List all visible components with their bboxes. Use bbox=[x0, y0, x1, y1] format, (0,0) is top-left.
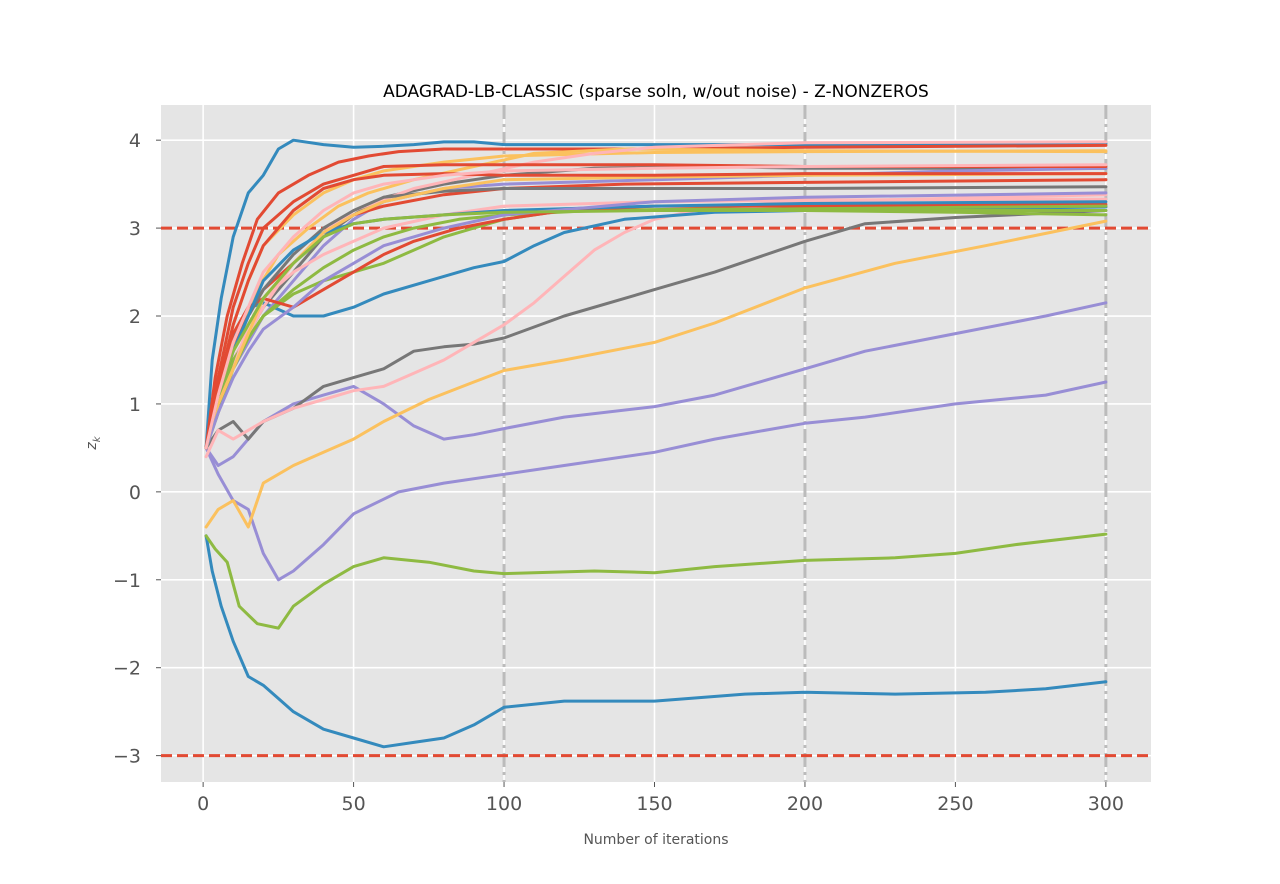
x-axis-ticks: 0 50 100 150 200 250 300 bbox=[197, 782, 1124, 815]
series-line-20 bbox=[204, 163, 1108, 450]
series-line-25 bbox=[204, 191, 1108, 450]
y-axis-label-subscript: k bbox=[92, 435, 103, 442]
y-axis-label: zk bbox=[84, 435, 103, 450]
series-line-28 bbox=[204, 163, 1108, 450]
y-tick-label: 2 bbox=[129, 306, 141, 328]
chart-title: ADAGRAD-LB-CLASSIC (sparse soln, w/out n… bbox=[383, 82, 929, 102]
y-tick-label: −2 bbox=[113, 658, 141, 680]
y-axis-ticks: −3 −2 −1 0 1 2 3 4 bbox=[113, 130, 161, 768]
x-tick-label: 200 bbox=[787, 793, 823, 815]
x-tick-label: 0 bbox=[197, 793, 209, 815]
x-tick-label: 300 bbox=[1088, 793, 1124, 815]
x-tick-label: 50 bbox=[341, 793, 365, 815]
y-tick-label: 0 bbox=[129, 482, 141, 504]
y-tick-label: 3 bbox=[129, 218, 141, 240]
series-line-27 bbox=[204, 172, 1108, 450]
y-tick-label: 1 bbox=[129, 394, 141, 416]
y-tick-label: 4 bbox=[129, 130, 141, 152]
series-line-5 bbox=[204, 219, 1108, 529]
x-tick-label: 250 bbox=[937, 793, 973, 815]
x-tick-label: 100 bbox=[486, 793, 522, 815]
series-line-1 bbox=[204, 534, 1108, 749]
y-tick-label: −3 bbox=[113, 746, 141, 768]
series-lines bbox=[204, 138, 1108, 749]
y-axis-label-base: z bbox=[84, 442, 100, 451]
series-line-7 bbox=[204, 193, 1108, 459]
x-axis-label: Number of iterations bbox=[583, 832, 728, 848]
series-line-26 bbox=[204, 204, 1108, 450]
x-tick-label: 150 bbox=[636, 793, 672, 815]
series-line-6 bbox=[204, 209, 1108, 450]
series-line-24 bbox=[204, 172, 1108, 450]
y-tick-label: −1 bbox=[113, 570, 141, 592]
series-line-2 bbox=[204, 532, 1108, 630]
